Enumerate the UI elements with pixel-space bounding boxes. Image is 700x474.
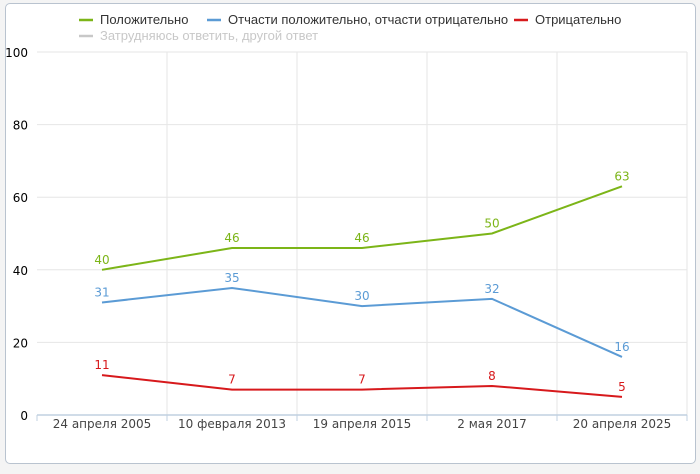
data-label: 30: [354, 289, 369, 303]
y-tick-label: 80: [13, 119, 28, 133]
y-tick-label: 20: [13, 336, 28, 350]
series-line: [101, 286, 623, 358]
data-label: 50: [484, 217, 499, 231]
series-line: [101, 374, 623, 398]
x-tick-label: 2 мая 2017: [457, 417, 526, 431]
x-tick-label: 19 апреля 2015: [313, 417, 412, 431]
data-label: 16: [614, 340, 629, 354]
legend-item[interactable]: Положительно: [100, 12, 188, 27]
data-label: 46: [354, 231, 369, 245]
y-tick-label: 60: [13, 191, 28, 205]
data-label: 8: [488, 369, 496, 383]
y-tick-label: 0: [20, 409, 28, 423]
chart-card: [5, 3, 696, 464]
data-label: 46: [224, 231, 239, 245]
y-tick-label: 40: [13, 264, 28, 278]
data-label: 40: [94, 253, 109, 267]
legend-item[interactable]: Отрицательно: [535, 12, 621, 27]
data-label: 5: [618, 380, 626, 394]
series-line: [101, 185, 623, 271]
data-label: 7: [228, 373, 236, 387]
data-label: 32: [484, 282, 499, 296]
x-tick-label: 20 апреля 2025: [573, 417, 672, 431]
x-tick-label: 24 апреля 2005: [53, 417, 152, 431]
y-tick-label: 100: [5, 46, 28, 60]
data-label: 11: [94, 358, 109, 372]
data-label: 63: [614, 169, 629, 183]
data-label: 31: [94, 285, 109, 299]
x-tick-label: 10 февраля 2013: [178, 417, 286, 431]
data-label: 7: [358, 373, 366, 387]
legend-item[interactable]: Отчасти положительно, отчасти отрицатель…: [228, 12, 508, 27]
legend-item[interactable]: Затрудняюсь ответить, другой ответ: [100, 28, 318, 43]
data-label: 35: [224, 271, 239, 285]
